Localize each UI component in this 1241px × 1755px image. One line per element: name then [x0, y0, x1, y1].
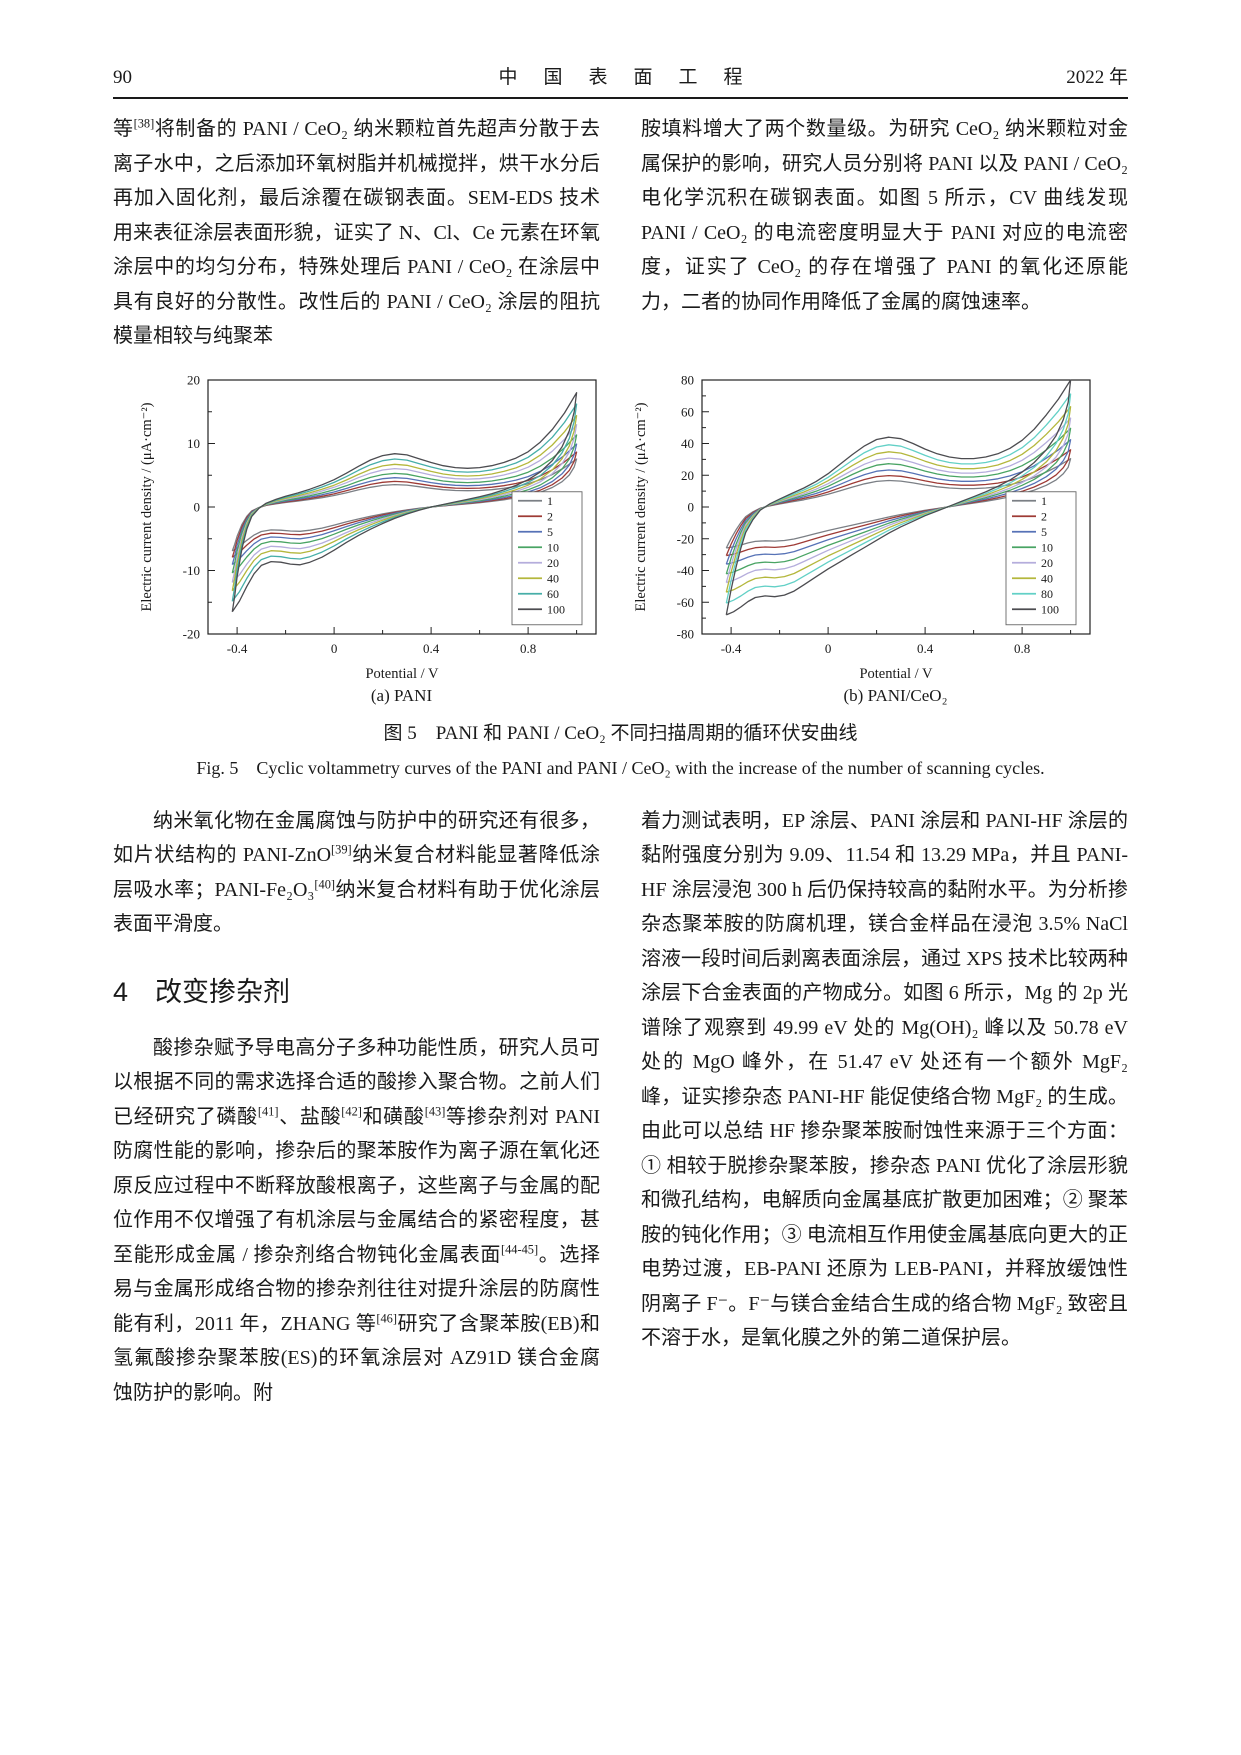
cv-curve-cycle-40: [231, 414, 577, 591]
legend-label: 100: [1041, 602, 1059, 616]
x-tick-label: 0.4: [422, 641, 439, 656]
x-tick-label: 0: [824, 641, 831, 656]
legend-label: 10: [1041, 540, 1053, 554]
y-tick-label: 60: [681, 404, 694, 419]
cv-curve-cycle-60: [231, 402, 577, 602]
y-tick-label: 80: [681, 372, 694, 387]
cv-curve-cycle-100: [231, 391, 577, 612]
cv-chart-pani-ceo2: -0.4 0 0.4 0.8 -80 -60 -40 -20 0 20 40 60 80 Potentia…: [633, 372, 1091, 682]
page-content: 等[38]将制备的 PANI / CeO₂ 纳米颗粒首先超声分散于去离子水中，之…: [113, 112, 1128, 1410]
y-tick-label: -60: [676, 594, 693, 609]
legend-label: 60: [547, 586, 559, 600]
legend-label: 1: [1041, 493, 1047, 507]
cv-curve-cycle-2: [231, 450, 577, 558]
legend-label: 2: [547, 509, 553, 523]
bottom-right-column: 着力测试表明，EP 涂层、PANI 涂层和 PANI-HF 涂层的黏附强度分别为…: [641, 804, 1128, 1411]
page-number: 90: [113, 67, 132, 88]
figure-caption-zh: 图 5 PANI 和 PANI / CeO₂ 不同扫描周期的循环伏安曲线: [383, 722, 858, 744]
legend-label: 100: [547, 602, 565, 616]
chart-b-block: -0.4 0 0.4 0.8 -80 -60 -40 -20 0 20 40 60 80 Potentia…: [628, 366, 1108, 706]
legend-label: 5: [547, 524, 553, 538]
cv-curve-cycle-2: [725, 448, 1071, 556]
chart-a-subcaption: (a) PANI: [370, 685, 433, 705]
top-columns: 等[38]将制备的 PANI / CeO₂ 纳米颗粒首先超声分散于去离子水中，之…: [113, 112, 1128, 354]
header-rule: [113, 97, 1128, 99]
y-tick-label: 0: [687, 499, 694, 514]
x-axis-title: Potential / V: [365, 666, 439, 682]
legend-label: 1: [547, 493, 553, 507]
cv-curve-cycle-40: [725, 405, 1071, 593]
cv-curve-cycle-5: [725, 438, 1071, 565]
figure-charts-row: -0.4 0 0.4 0.8 -20 -10 0 10 20 Potential / V Elect…: [113, 366, 1128, 706]
paragraph-right-bottom: 着力测试表明，EP 涂层、PANI 涂层和 PANI-HF 涂层的黏附强度分别为…: [641, 809, 1128, 1350]
legend-box: [1005, 490, 1076, 625]
y-tick-label: 40: [681, 436, 694, 451]
journal-title: 中国表面工程: [498, 67, 769, 88]
cv-curve-cycle-1: [231, 457, 577, 552]
legend-label: 40: [1041, 571, 1053, 585]
x-tick-label: -0.4: [226, 641, 247, 656]
chart-b-subcaption: (b) PANI/CeO₂: [843, 685, 948, 705]
paragraph-left-bottom: 酸掺杂赋予导电高分子多种功能性质，研究人员可以根据不同的需求选择合适的酸掺入聚合…: [113, 1036, 601, 1404]
bottom-columns: 纳米氧化物在金属腐蚀与防护中的研究还有很多，如片状结构的 PANI-ZnO[39…: [113, 804, 1128, 1411]
y-tick-label: -20: [182, 626, 199, 641]
legend-label: 10: [547, 540, 559, 554]
y-tick-label: -20: [676, 531, 693, 546]
y-tick-label: 10: [187, 436, 200, 451]
header-year: 2022 年: [1066, 67, 1128, 88]
legend-label: 80: [1041, 586, 1053, 600]
y-tick-label: 20: [681, 467, 694, 482]
cv-curve-cycle-20: [725, 416, 1071, 583]
legend-label: 2: [1041, 509, 1047, 523]
legend-label: 5: [1041, 524, 1047, 538]
paragraph-right-top: 胺填料增大了两个数量级。为研究 CeO₂ 纳米颗粒对金属保护的影响，研究人员分别…: [641, 118, 1128, 313]
legend-box: [511, 490, 582, 625]
chart-a-block: -0.4 0 0.4 0.8 -20 -10 0 10 20 Potential / V Elect…: [134, 366, 614, 706]
x-tick-label: 0.4: [916, 641, 933, 656]
y-tick-label: 0: [193, 499, 200, 514]
cv-curve-cycle-80: [725, 392, 1071, 604]
section-heading: 4 改变掺杂剂: [113, 976, 291, 1007]
cv-curve-cycle-10: [725, 427, 1071, 575]
y-axis-title: Electric current density / (μA·cm⁻²): [633, 402, 649, 611]
x-tick-label: 0: [330, 641, 337, 656]
y-tick-label: -40: [676, 563, 693, 578]
figure-caption: 图 5 PANI 和 PANI / CeO₂ 不同扫描周期的循环伏安曲线 Fig…: [113, 718, 1128, 780]
cv-curve-cycle-10: [231, 433, 577, 573]
legend-label: 40: [547, 571, 559, 585]
cv-curve-cycle-100: [725, 378, 1071, 615]
y-axis-title: Electric current density / (μA·cm⁻²): [139, 402, 155, 611]
y-tick-label: -80: [676, 626, 693, 641]
x-axis-title: Potential / V: [859, 666, 933, 682]
x-tick-label: -0.4: [720, 641, 741, 656]
cv-curve-cycle-20: [231, 423, 577, 583]
page-header: 90 中国表面工程 2022 年: [113, 62, 1128, 89]
bottom-left-column: 纳米氧化物在金属腐蚀与防护中的研究还有很多，如片状结构的 PANI-ZnO[39…: [113, 804, 600, 1411]
legend-label: 20: [1041, 555, 1053, 569]
cv-curve-cycle-5: [231, 442, 577, 565]
figure-caption-en: Fig. 5 Cyclic voltammetry curves of the …: [196, 757, 1045, 778]
paragraph-left-mid: 纳米氧化物在金属腐蚀与防护中的研究还有很多，如片状结构的 PANI-ZnO[39…: [113, 809, 601, 936]
cv-curve-cycle-1: [725, 457, 1071, 549]
x-tick-label: 0.8: [1013, 641, 1029, 656]
y-tick-label: -10: [182, 563, 199, 578]
y-tick-label: 20: [187, 372, 200, 387]
figure-5: -0.4 0 0.4 0.8 -20 -10 0 10 20 Potential / V Elect…: [113, 366, 1128, 780]
paragraph-left-top: 等[38]将制备的 PANI / CeO₂ 纳米颗粒首先超声分散于去离子水中，之…: [113, 116, 600, 347]
x-tick-label: 0.8: [519, 641, 535, 656]
legend-label: 20: [547, 555, 559, 569]
